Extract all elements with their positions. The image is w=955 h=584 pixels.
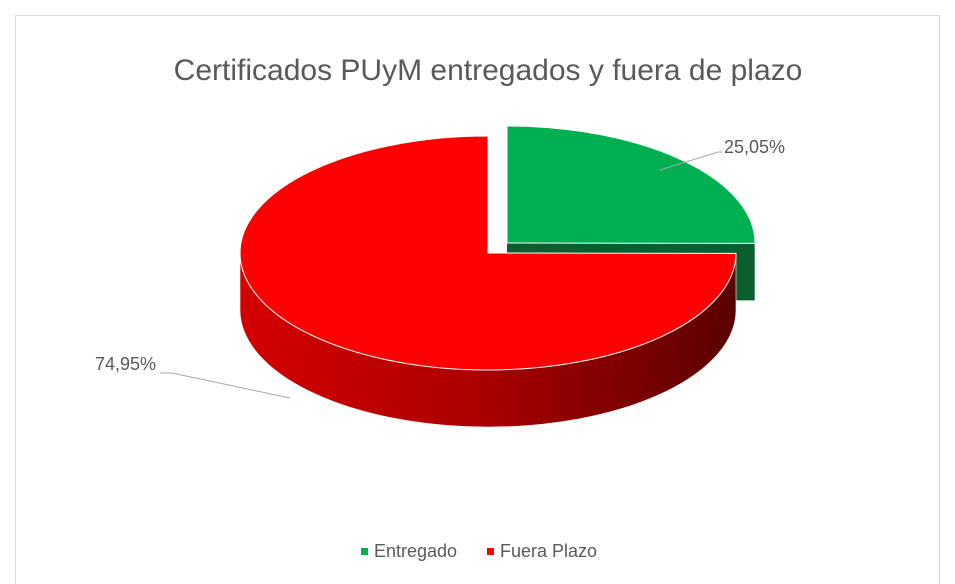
pie-slice <box>239 135 737 371</box>
legend-label: Fuera Plazo <box>500 541 597 561</box>
leader-line <box>659 151 722 171</box>
data-label: 74,95% <box>95 354 156 374</box>
data-label: 25,05% <box>724 137 785 157</box>
chart-title: Certificados PUyM entregados y fuera de … <box>174 54 803 87</box>
leader-line <box>160 372 291 399</box>
legend-label: Entregado <box>374 541 457 561</box>
legend-swatch <box>487 548 494 555</box>
legend-swatch <box>361 548 368 555</box>
pie-slice <box>506 125 756 244</box>
